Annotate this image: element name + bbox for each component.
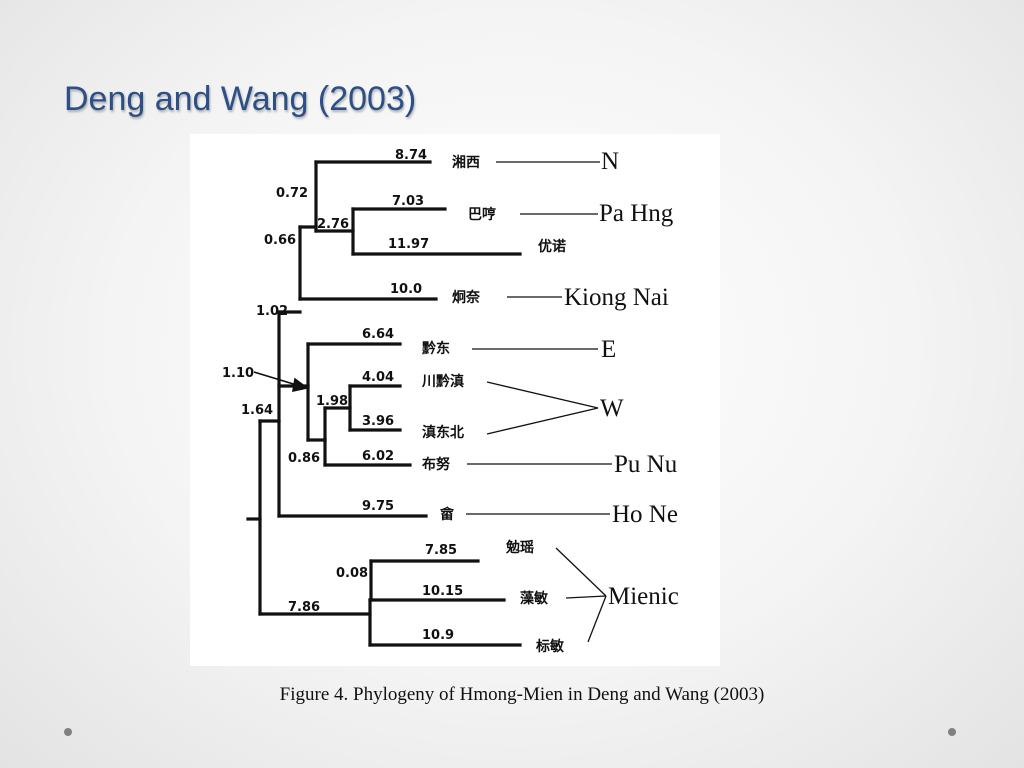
- group-label-e: E: [601, 336, 616, 363]
- phylogeny-figure: 8.74 7.03 11.97 10.0 6.64 4.04 3.96 6.02…: [190, 134, 720, 666]
- group-label-mienic: Mienic: [608, 583, 679, 610]
- group-label-n: N: [601, 148, 619, 175]
- leaf-length-biaomin: 10.9: [422, 628, 454, 643]
- internal-length-7: 1.64: [241, 403, 273, 418]
- leaf-length-younuo: 11.97: [388, 237, 429, 252]
- figure-caption: Figure 4. Phylogeny of Hmong-Mien in Den…: [279, 684, 765, 705]
- group-label-punu: Pu Nu: [614, 451, 678, 478]
- leaf-length-mianyao: 7.85: [425, 543, 457, 558]
- leaf-name-younuo: 优诺: [538, 238, 566, 255]
- leaf-length-bunu: 6.02: [362, 449, 394, 464]
- leaf-length-she: 9.75: [362, 499, 394, 514]
- internal-length-5: 1.98: [316, 394, 348, 409]
- leaf-name-bunu: 布努: [422, 456, 450, 473]
- internal-length-3: 1.02: [256, 304, 288, 319]
- internal-length-4: 1.10: [222, 366, 254, 381]
- leaf-length-baheng: 7.03: [392, 194, 424, 209]
- leaf-name-chuanqiandian: 川黔滇: [421, 373, 464, 390]
- leaf-name-qiandong: 黔东: [422, 340, 450, 357]
- leaf-length-diandongbei: 3.96: [362, 414, 394, 429]
- annotation-arrow-line: [253, 371, 301, 387]
- leaf-name-diandongbei: 滇东北: [422, 424, 464, 441]
- slide-title: Deng and Wang (2003): [64, 80, 417, 118]
- internal-length-1: 2.76: [317, 217, 349, 232]
- internal-length-2: 0.66: [264, 233, 296, 248]
- group-label-w: W: [600, 395, 624, 422]
- leaf-name-mianyao: 勉瑶: [505, 539, 534, 556]
- leaf-length-qiandong: 6.64: [362, 327, 394, 342]
- internal-length-0: 0.72: [276, 186, 308, 201]
- leaf-length-xiangxi: 8.74: [395, 148, 427, 163]
- group-label-hone: Ho Ne: [612, 501, 678, 528]
- annotation-arrow-head: [292, 377, 309, 393]
- decorative-dot-right: [948, 728, 956, 736]
- leaf-length-chuanqiandian: 4.04: [362, 370, 394, 385]
- leaf-name-zaomin: 藻敏: [520, 590, 549, 607]
- leaf-name-jiongnai: 炯奈: [452, 289, 481, 306]
- leaf-length-jiongnai: 10.0: [390, 282, 422, 297]
- internal-length-8: 0.08: [336, 566, 368, 581]
- connector-w-upper: [486, 381, 599, 409]
- internal-length-6: 0.86: [288, 451, 320, 466]
- leaf-name-baheng: 巴哼: [468, 206, 496, 223]
- connector-w-lower: [486, 407, 599, 435]
- decorative-dot-left: [64, 728, 72, 736]
- leaf-name-she: 畲: [439, 506, 455, 523]
- leaf-length-zaomin: 10.15: [422, 584, 463, 599]
- leaf-name-xiangxi: 湘西: [452, 154, 480, 171]
- group-label-pahng: Pa Hng: [599, 200, 674, 227]
- connector-mienic-upper: [555, 547, 607, 597]
- phylogeny-tree: 8.74 7.03 11.97 10.0 6.64 4.04 3.96 6.02…: [222, 148, 679, 655]
- leaf-name-biaomin: 标敏: [535, 638, 565, 655]
- group-label-kiongnai: Kiong Nai: [564, 284, 669, 311]
- connector-mienic-middle: [565, 595, 607, 599]
- internal-length-9: 7.86: [288, 600, 320, 615]
- connector-mienic-lower: [587, 595, 607, 643]
